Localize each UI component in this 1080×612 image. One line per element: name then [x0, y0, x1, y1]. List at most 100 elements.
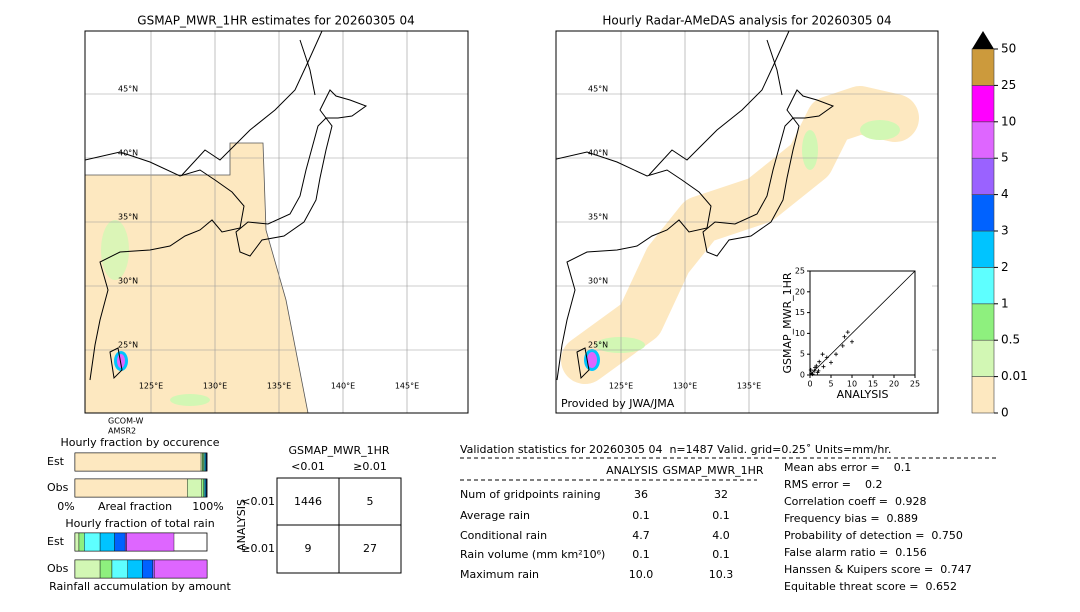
- row-label: Obs: [47, 481, 69, 494]
- lat-label: 30°N: [588, 277, 608, 286]
- left-map: GSMAP_MWR_1HR estimates for 20260305 04 …: [84, 14, 469, 436]
- lat-label: 45°N: [118, 85, 138, 94]
- stat-label: Num of gridpoints raining: [460, 488, 601, 501]
- lon-label: 130°E: [203, 382, 227, 391]
- stat-value: 0.1: [632, 509, 650, 522]
- stat-value: 0.1: [712, 509, 730, 522]
- score: Hanssen & Kuipers score = 0.747: [784, 563, 972, 576]
- colorbar-segment: [971, 194, 995, 232]
- x-tick-label: 10: [847, 380, 857, 389]
- lat-label: 40°N: [588, 149, 608, 158]
- map-title: Hourly Radar-AMeDAS analysis for 2026030…: [602, 14, 891, 28]
- row-label: Est: [47, 455, 65, 468]
- lon-label: 135°E: [267, 382, 291, 391]
- scatter-point: [824, 355, 829, 360]
- x-tick-label: 15: [868, 380, 878, 389]
- colorbar-extension: [972, 31, 994, 49]
- bar-segment: [206, 478, 208, 498]
- y-axis-label: GSMAP_MWR_1HR: [781, 272, 794, 373]
- table-cell: 5: [367, 495, 374, 508]
- stat-value: 0.1: [632, 548, 650, 561]
- score: Probability of detection = 0.750: [784, 529, 963, 542]
- colorbar-segment: [971, 121, 995, 159]
- y-tick-label: 10: [795, 329, 805, 338]
- lat-label: 45°N: [588, 85, 608, 94]
- x-axis-label: ANALYSIS: [837, 388, 889, 401]
- col-header: ANALYSIS: [606, 464, 658, 477]
- row-header: <0.01: [241, 495, 275, 508]
- bar-segment: [78, 532, 85, 552]
- colorbar-segment: [971, 157, 995, 195]
- stat-value: 10.0: [629, 568, 654, 581]
- scatter-point: [820, 352, 825, 357]
- x-tick-label: 5: [828, 380, 833, 389]
- stat-label: Average rain: [460, 509, 530, 522]
- bar-segment: [74, 559, 101, 579]
- colorbar-label: 25: [1001, 78, 1016, 92]
- bar-segment: [142, 559, 154, 579]
- fraction-footer: Rainfall accumulation by amount: [49, 580, 231, 593]
- x-tick-label: 25: [910, 380, 920, 389]
- y-tick-label: 25: [795, 267, 805, 276]
- colorbar-label: 1: [1001, 296, 1009, 310]
- row-header: ≥0.01: [241, 542, 275, 555]
- bar-segment: [127, 559, 143, 579]
- colorbar-label: 10: [1001, 114, 1016, 128]
- axis-label: 0%: [57, 500, 74, 513]
- bar-segment: [74, 532, 80, 552]
- lon-label: 140°E: [331, 382, 355, 391]
- lat-label: 35°N: [588, 213, 608, 222]
- map-title: GSMAP_MWR_1HR estimates for 20260305 04: [137, 14, 414, 28]
- colorbar-segment: [971, 376, 995, 414]
- lon-label: 145°E: [395, 382, 419, 391]
- x-tick-label: 20: [889, 380, 899, 389]
- colorbar-label: 0.5: [1001, 333, 1020, 347]
- bar-segment: [74, 452, 202, 472]
- lat-label: 25°N: [588, 341, 608, 350]
- colorbar-segment: [971, 48, 995, 86]
- score: Equitable threat score = 0.652: [784, 580, 957, 593]
- x-tick-label: 0: [807, 380, 812, 389]
- lon-label: 125°E: [139, 382, 163, 391]
- scatter-point: [834, 352, 839, 357]
- stat-label: Rain volume (mm km²10⁶): [460, 548, 605, 561]
- col-header: GSMAP_MWR_1HR: [662, 464, 763, 477]
- colorbar-label: 50: [1001, 42, 1016, 56]
- colorbar-segment: [971, 230, 995, 268]
- validation-title: Validation statistics for 20260305 04 n=…: [460, 443, 891, 456]
- lat-label: 35°N: [118, 213, 138, 222]
- stat-value: 36: [634, 488, 648, 501]
- table-title: GSMAP_MWR_1HR: [288, 444, 389, 457]
- bar-segment: [206, 452, 208, 472]
- col-header: ≥0.01: [353, 460, 387, 473]
- scatter-point: [842, 334, 847, 339]
- axis-label: 100%: [192, 500, 223, 513]
- stat-value: 10.3: [709, 568, 734, 581]
- scatter-point: [829, 360, 833, 365]
- stat-value: 0.1: [712, 548, 730, 561]
- lat-label: 40°N: [118, 149, 138, 158]
- score: RMS error = 0.2: [784, 478, 882, 491]
- y-tick-label: 20: [795, 287, 805, 296]
- colorbar-label: 0.01: [1001, 369, 1028, 383]
- score: Mean abs error = 0.1: [784, 461, 911, 474]
- score: Correlation coeff = 0.928: [784, 495, 926, 508]
- stat-label: Conditional rain: [460, 529, 547, 542]
- scatter-point: [808, 368, 813, 373]
- lat-label: 25°N: [118, 341, 138, 350]
- bar-segment: [201, 478, 204, 498]
- bar-segment: [84, 532, 101, 552]
- scatter-point: [814, 363, 819, 368]
- bar-segment: [114, 532, 126, 552]
- y-tick-label: 5: [800, 350, 805, 359]
- colorbar-segment: [971, 339, 995, 377]
- score: Frequency bias = 0.889: [784, 512, 918, 525]
- colorbar-label: 5: [1001, 151, 1009, 165]
- fraction-title: Hourly fraction of total rain: [65, 517, 214, 530]
- scatter-point: [821, 364, 826, 369]
- colorbar-label: 4: [1001, 187, 1009, 201]
- colorbar-label: 3: [1001, 224, 1009, 238]
- scatter-point: [810, 372, 815, 377]
- col-header: <0.01: [291, 460, 325, 473]
